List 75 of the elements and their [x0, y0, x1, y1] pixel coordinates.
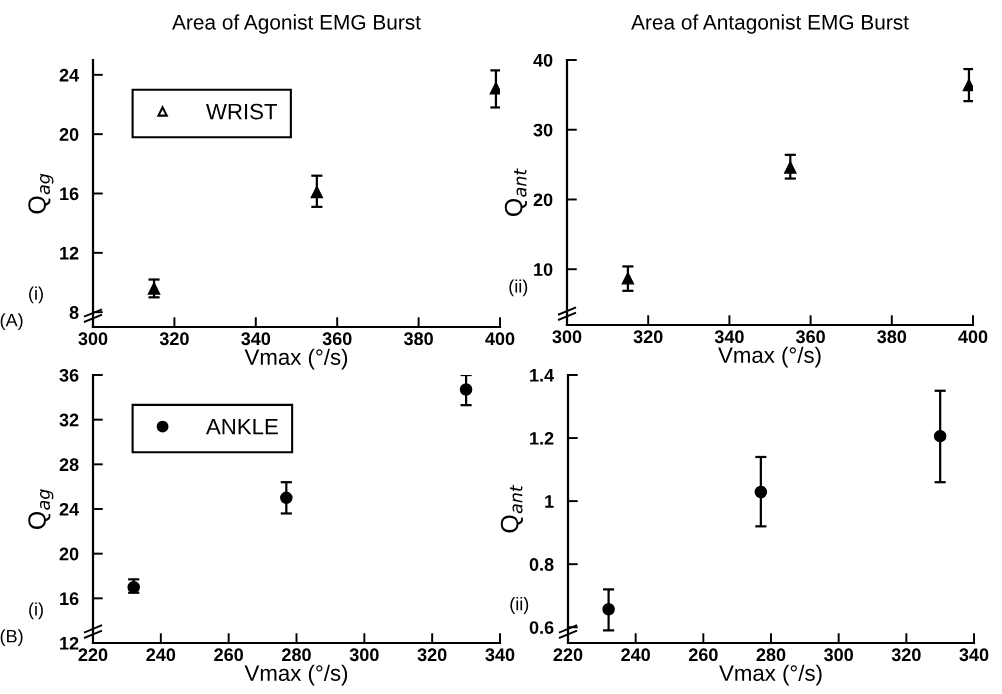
x-tick-label: 220 [78, 648, 108, 662]
y-tick-label: 0.8 [529, 558, 554, 571]
y-tick-label: 1 [545, 495, 554, 508]
y-tick-label: 16 [60, 187, 79, 201]
x-tick-label: 300 [552, 330, 582, 344]
x-tick-label: 340 [485, 648, 515, 662]
point [147, 282, 161, 295]
y-tick-label: 8 [69, 306, 79, 319]
point [621, 272, 635, 285]
x-tick-label: 320 [417, 648, 447, 662]
point [754, 485, 768, 499]
y-tick-label: 24 [59, 502, 80, 516]
point [933, 429, 947, 443]
y-tick-label: 28 [59, 458, 79, 472]
x-tick-label: 360 [322, 332, 352, 346]
legend-label: ANKLE [205, 419, 278, 435]
y-tick-label: 40 [533, 53, 553, 67]
point [962, 78, 973, 92]
x-tick-label: 320 [891, 648, 921, 662]
chart-title: Area of Antagonist EMG Burst [631, 14, 909, 34]
x-axis-title: Vmax (°/s) [244, 348, 348, 370]
y-axis-title: Q$_{ant}$ [504, 168, 527, 216]
text: (A) [0, 313, 23, 331]
x-tick-label: 260 [214, 648, 243, 662]
x-tick-label: 300 [349, 648, 379, 662]
x-axis-title: Vmax (°/s) [718, 346, 821, 368]
y-tick-label: 32 [59, 413, 79, 427]
y-tick-label: 12 [60, 246, 79, 260]
text: (ii) [509, 279, 528, 297]
text: (B) [0, 629, 23, 647]
x-axis-title: Vmax (°/s) [719, 664, 822, 686]
point [459, 383, 473, 396]
x-tick-label: 380 [403, 332, 433, 346]
y-tick-label: 0.6 [529, 621, 554, 634]
y-axis-title: Q$_{ag}$ [28, 489, 54, 529]
y-axis-title: Q$_{ag}$ [28, 173, 54, 214]
y-tick-label: 20 [59, 547, 79, 561]
text: (i) [29, 602, 43, 620]
y-tick-label: 30 [533, 123, 553, 137]
y-tick-label: 10 [534, 263, 553, 276]
y-tick-label: 20 [533, 193, 553, 207]
text: (i) [29, 286, 43, 304]
x-tick-label: 340 [714, 330, 744, 344]
x-axis-title: Vmax (°/s) [244, 664, 348, 686]
x-tick-label: 260 [688, 648, 718, 662]
x-tick-label: 340 [959, 648, 989, 662]
x-tick-label: 360 [795, 330, 825, 344]
x-tick-label: 300 [78, 332, 108, 346]
x-tick-label: 320 [159, 332, 189, 346]
x-tick-label: 320 [633, 330, 663, 344]
text: (ii) [510, 597, 529, 614]
point [784, 161, 797, 174]
y-tick-label: 24 [59, 68, 80, 82]
point [310, 185, 324, 199]
x-tick-label: 300 [824, 648, 853, 662]
x-tick-label: 400 [958, 330, 988, 344]
y-tick-label: 36 [59, 368, 79, 382]
y-tick-label: 12 [60, 636, 79, 650]
chart-title: Area of Agonist EMG Burst [172, 14, 421, 34]
x-tick-label: 220 [553, 648, 583, 662]
point [602, 603, 615, 616]
x-tick-label: 280 [756, 648, 786, 662]
y-axis-title: Q$_{ant}$ [500, 484, 523, 533]
x-tick-label: 280 [282, 648, 311, 662]
x-tick-label: 240 [146, 648, 176, 662]
y-tick-label: 16 [60, 592, 79, 606]
y-tick-label: 20 [59, 128, 79, 141]
x-tick-label: 400 [485, 332, 515, 346]
y-tick-label: 1.4 [530, 369, 555, 382]
point [280, 491, 293, 505]
x-tick-label: 340 [241, 332, 271, 346]
y-tick-label: 1.2 [530, 431, 554, 445]
x-tick-label: 380 [877, 330, 907, 344]
legend-label: WRIST [206, 103, 278, 120]
x-tick-label: 240 [621, 648, 650, 662]
